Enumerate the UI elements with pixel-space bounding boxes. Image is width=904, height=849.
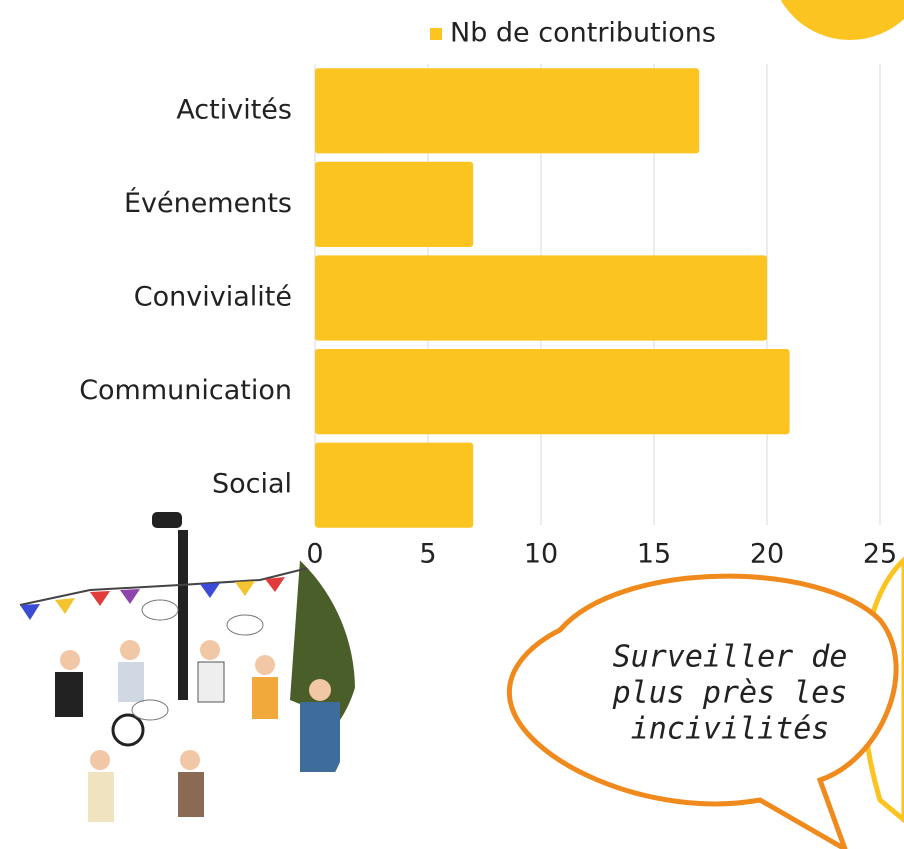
x-tick-label: 0 (306, 539, 323, 570)
y-tick-label: Événements (124, 187, 292, 219)
annotation: plus près les (612, 676, 848, 711)
bar (315, 161, 474, 247)
y-tick-label: Convivialité (134, 282, 292, 313)
x-tick-label: 25 (863, 539, 897, 570)
x-tick-label: 15 (637, 539, 671, 570)
annotation: incivilités (631, 712, 830, 747)
bar (315, 349, 790, 435)
speech-bubble (506, 573, 899, 849)
bar (315, 68, 700, 154)
annotation: Surveiller de (613, 640, 848, 675)
y-tick-label: Social (212, 469, 292, 500)
bar (315, 255, 767, 341)
y-tick-label: Communication (79, 375, 292, 406)
bar (315, 442, 474, 528)
y-tick-label: Activités (176, 94, 292, 125)
plot-area: 0 5 10 15 20 25 Activités Événements Convivialit… (79, 18, 897, 570)
legend-swatch (430, 28, 442, 40)
decor-circle (780, 0, 904, 40)
x-tick-label: 20 (750, 539, 784, 570)
x-tick-label: 10 (524, 539, 558, 570)
legend-label: Nb de contributions (450, 18, 716, 49)
x-tick-label: 5 (419, 539, 436, 570)
